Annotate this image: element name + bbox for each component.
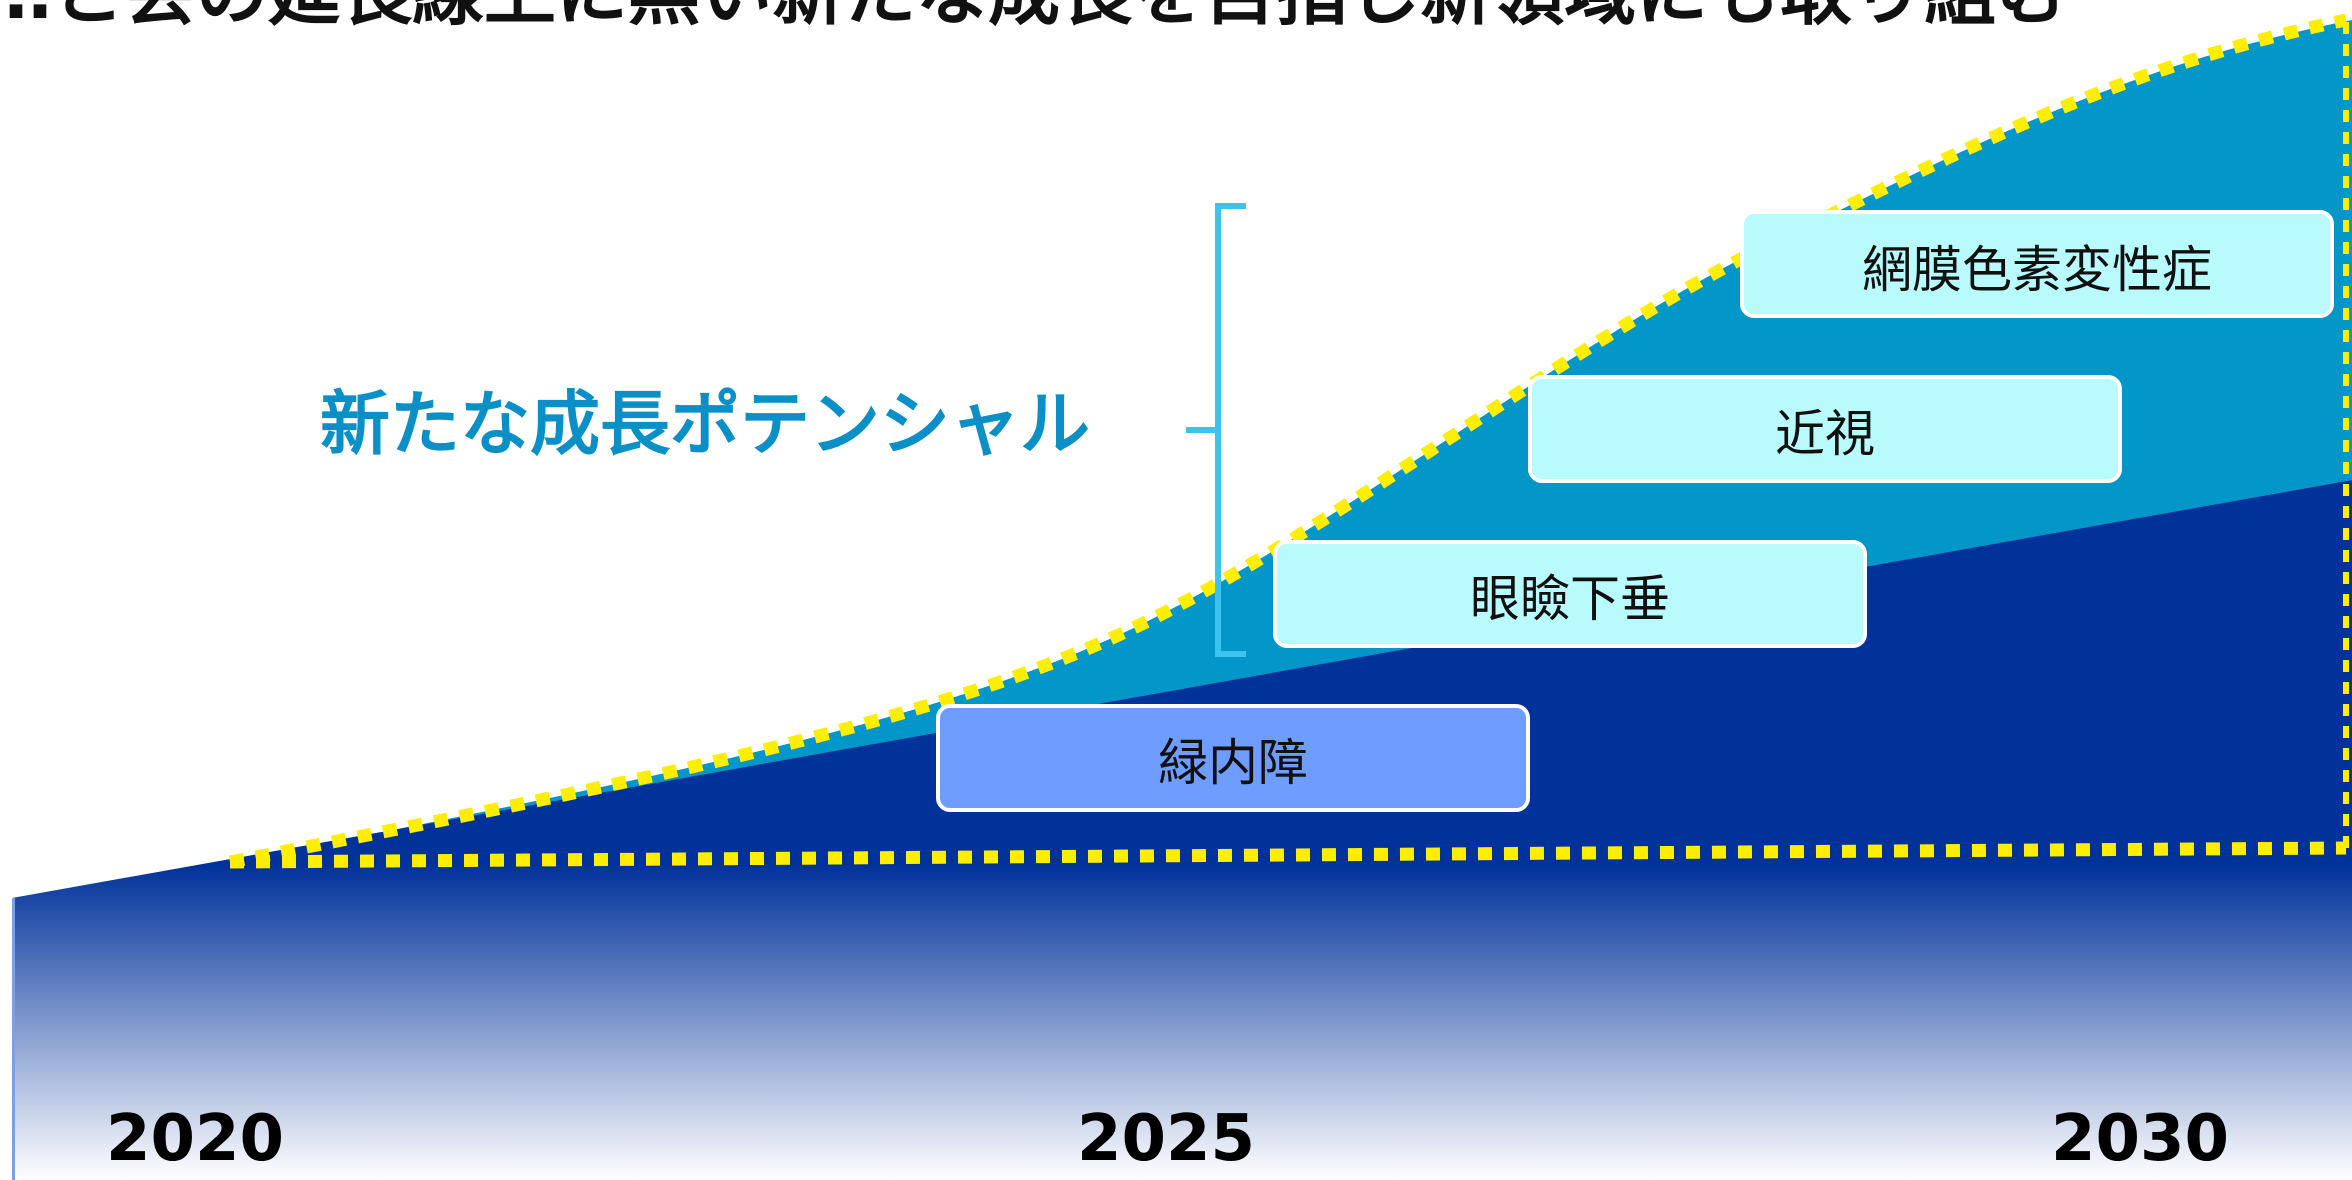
stage-label: 緑内障 — [1158, 734, 1308, 792]
page-title: …と会の延長線上に無い新たな成長を目指し新領域にも取り組む — [0, 0, 2068, 35]
stage-retinitis-pigmentosa: 網膜色素変性症 — [1740, 210, 2334, 318]
potential-label: 新たな成長ポテンシャル — [320, 383, 1090, 465]
stage-label: 眼瞼下垂 — [1470, 570, 1670, 628]
stage-myopia: 近視 — [1528, 375, 2122, 483]
base-area-left-edge — [12, 898, 15, 1180]
stage-label: 網膜色素変性症 — [1862, 241, 2212, 299]
base-area — [12, 480, 2352, 1180]
year-label-2025: 2025 — [1077, 1102, 1255, 1176]
stage-label: 近視 — [1775, 405, 1875, 463]
stage-ptosis: 眼瞼下垂 — [1273, 540, 1867, 648]
potential-bracket — [1186, 203, 1246, 657]
stage-glaucoma: 緑内障 — [936, 704, 1530, 812]
year-label-2030: 2030 — [2051, 1102, 2229, 1176]
year-label-2020: 2020 — [106, 1102, 284, 1176]
potential-outline — [228, 13, 2348, 869]
